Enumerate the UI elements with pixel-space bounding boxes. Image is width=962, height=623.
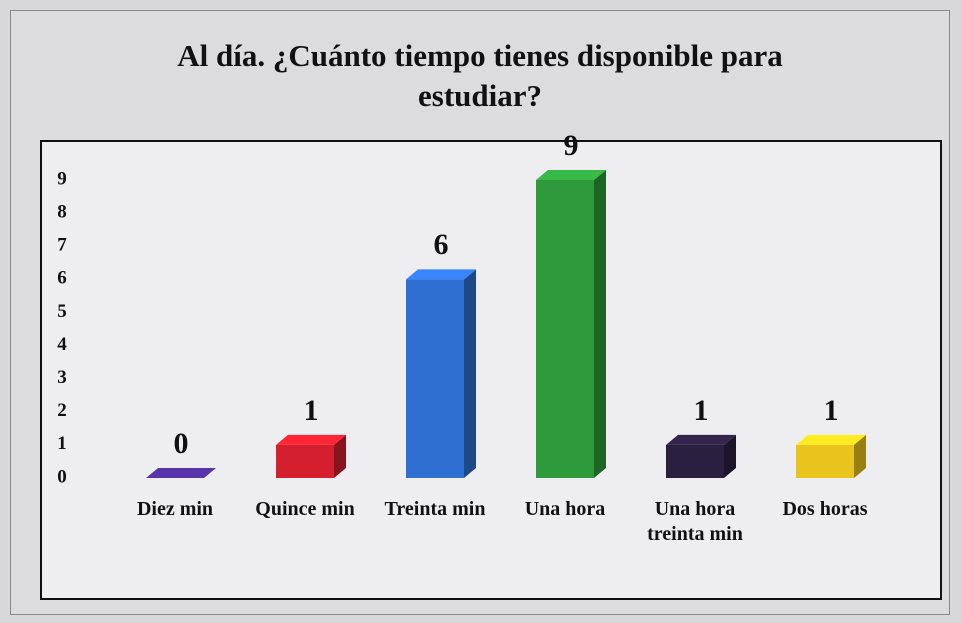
bar	[536, 180, 594, 478]
bar-side	[854, 434, 866, 478]
bar-top	[146, 468, 216, 478]
x-tick-label: Quince min	[255, 498, 355, 520]
x-tick-label: Treinta min	[384, 498, 486, 520]
bar-top	[536, 170, 606, 180]
chart-box	[40, 140, 942, 600]
value-label: 0	[174, 427, 189, 460]
y-tick-label: 3	[57, 367, 67, 388]
x-tick-label: Diez min	[136, 498, 214, 520]
bar	[796, 444, 854, 478]
bar	[666, 444, 724, 478]
value-label: 1	[694, 394, 709, 427]
x-tick-label: Una hora treinta min	[647, 498, 743, 545]
y-tick-label: 5	[57, 301, 67, 322]
bar-side	[334, 434, 346, 478]
value-label: 1	[304, 394, 319, 427]
value-label: 6	[434, 228, 449, 261]
y-tick-label: 8	[57, 201, 67, 222]
bar-top	[796, 434, 866, 445]
y-tick-label: 0	[57, 466, 67, 487]
bar-top	[276, 434, 346, 445]
value-label: 1	[824, 394, 839, 427]
y-tick-label: 2	[57, 400, 67, 421]
bar-side	[464, 269, 476, 478]
chart-title: Al día. ¿Cuánto tiempo tienes disponible…	[177, 38, 783, 113]
bar-top	[406, 269, 476, 280]
bar-top	[666, 434, 736, 445]
y-tick-label: 4	[57, 334, 67, 355]
y-tick-label: 9	[57, 168, 67, 189]
value-label: 9	[564, 129, 579, 162]
bar-side	[594, 170, 606, 478]
x-tick-label: Dos horas	[782, 498, 868, 520]
bar-side	[724, 434, 736, 478]
x-tick-label: Una hora	[524, 498, 606, 520]
y-tick-label: 7	[57, 235, 67, 256]
bar	[276, 444, 334, 478]
y-tick-label: 6	[57, 268, 67, 289]
bar	[406, 279, 464, 478]
y-tick-label: 1	[57, 433, 67, 454]
